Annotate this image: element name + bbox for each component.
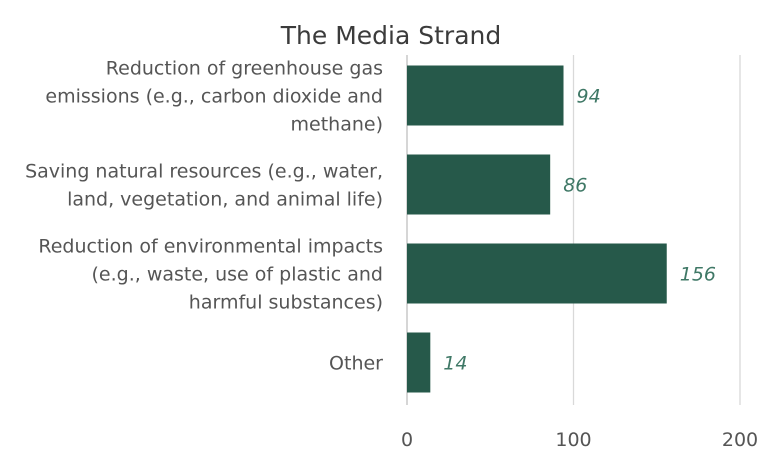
data-label: 14 (443, 353, 467, 375)
category-label-line: emissions (e.g., carbon dioxide and (45, 86, 383, 108)
bar (407, 243, 667, 304)
category-label-line: harmful substances) (189, 292, 383, 314)
category-label-line: Reduction of environmental impacts (38, 236, 383, 258)
data-label: 156 (680, 264, 716, 286)
category-label: Reduction of environmental impacts (e.g.,… (38, 236, 383, 314)
data-label: 94 (577, 86, 601, 108)
category-label: Other (329, 353, 383, 375)
category-label-line: land, vegetation, and animal life) (67, 189, 383, 211)
x-tick-label: 200 (722, 429, 758, 451)
category-label-line: Saving natural resources (e.g., water, (25, 161, 383, 183)
bar (407, 65, 564, 126)
bars (407, 65, 667, 393)
category-label: Reduction of greenhouse gas emissions (e.… (45, 58, 383, 136)
data-label: 86 (563, 175, 587, 197)
x-tick-label: 0 (401, 429, 413, 451)
category-label: Saving natural resources (e.g., water, la… (25, 161, 383, 211)
labels: 0 100 200 94 Reduction of greenhouse gas emis… (25, 58, 758, 452)
x-tick-label: 100 (555, 429, 591, 451)
category-label-line: (e.g., waste, use of plastic and (92, 264, 384, 286)
category-label-line: Other (329, 353, 383, 375)
chart-title: The Media Strand (280, 21, 501, 50)
category-label-line: methane) (291, 114, 383, 136)
bar (407, 332, 431, 393)
category-label-line: Reduction of greenhouse gas (106, 58, 383, 80)
bar (407, 154, 551, 215)
